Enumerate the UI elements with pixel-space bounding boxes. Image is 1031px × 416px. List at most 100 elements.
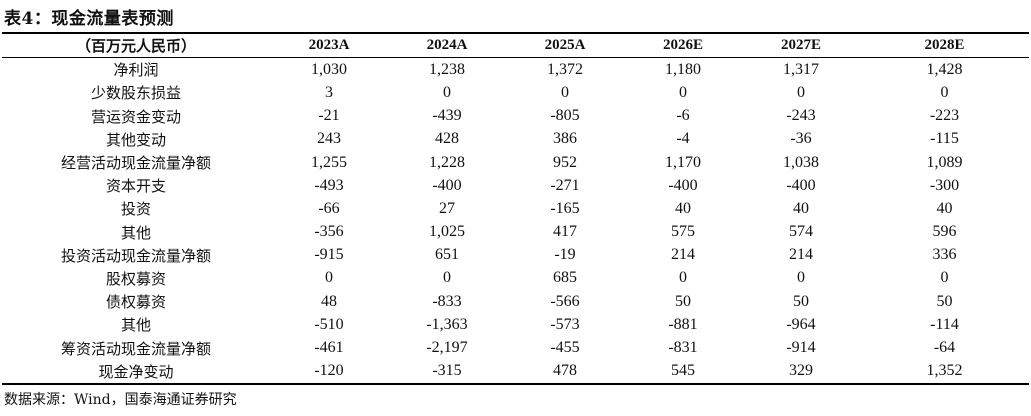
cell-value: -461 bbox=[314, 339, 344, 357]
cell-value: -400 bbox=[786, 176, 816, 194]
cell-value: -6 bbox=[676, 107, 690, 125]
row-label: 经营活动现金流量净额 bbox=[60, 154, 211, 173]
cell-value: 1,352 bbox=[926, 362, 963, 380]
cell-value: 40 bbox=[936, 199, 953, 217]
row-label: 其他 bbox=[120, 316, 151, 335]
cell-value: 952 bbox=[553, 153, 577, 171]
table-row: 其他变动 243 428 386 -4 -36 -115 bbox=[2, 128, 1029, 151]
cell-value: -243 bbox=[786, 107, 816, 125]
row-label: 净利润 bbox=[113, 61, 159, 80]
cell-value: 214 bbox=[671, 246, 695, 264]
row-label: 其他变动 bbox=[105, 130, 166, 149]
year-header: 2026E bbox=[662, 37, 703, 54]
cell-value: 329 bbox=[789, 362, 813, 380]
cell-value: 243 bbox=[317, 130, 341, 148]
row-label: 营运资金变动 bbox=[90, 107, 181, 126]
cell-value: 1,372 bbox=[547, 60, 583, 78]
cell-value: 1,038 bbox=[783, 153, 819, 171]
cell-value: 0 bbox=[679, 83, 687, 101]
table-header-row: （百万元人民币） 2023A 2024A 2025A 2026E 2027E 2… bbox=[2, 33, 1029, 58]
table-row: 筹资活动现金流量净额 -461 -2,197 -455 -831 -914 -64 bbox=[2, 336, 1029, 359]
cell-value: 1,255 bbox=[311, 153, 347, 171]
cell-value: 1,170 bbox=[665, 153, 701, 171]
cell-value: -455 bbox=[550, 339, 580, 357]
cell-value: -19 bbox=[554, 246, 576, 264]
table-row: 净利润 1,030 1,238 1,372 1,180 1,317 1,428 bbox=[2, 58, 1029, 82]
cell-value: -805 bbox=[550, 107, 580, 125]
year-header: 2025A bbox=[544, 37, 586, 54]
cell-value: 0 bbox=[443, 83, 451, 101]
cell-value: -4 bbox=[676, 130, 690, 148]
cell-value: -271 bbox=[550, 176, 580, 194]
table-row: 投资 -66 27 -165 40 40 40 bbox=[2, 197, 1029, 220]
cell-value: 1,025 bbox=[429, 223, 465, 241]
cell-value: -114 bbox=[930, 315, 959, 333]
year-header: 2028E bbox=[924, 37, 965, 54]
cell-value: -21 bbox=[318, 107, 340, 125]
table-row: 其他 -510 -1,363 -573 -881 -964 -114 bbox=[2, 313, 1029, 336]
row-label: 资本开支 bbox=[105, 177, 166, 196]
table-row: 营运资金变动 -21 -439 -805 -6 -243 -223 bbox=[2, 105, 1029, 128]
cell-value: -915 bbox=[314, 246, 344, 264]
cell-value: 478 bbox=[553, 362, 577, 380]
cell-value: -439 bbox=[432, 107, 462, 125]
cell-value: 50 bbox=[936, 292, 953, 310]
cell-value: -510 bbox=[314, 315, 344, 333]
cell-value: -223 bbox=[929, 107, 960, 125]
cell-value: -115 bbox=[930, 130, 959, 148]
cell-value: -300 bbox=[929, 176, 960, 194]
cell-value: 50 bbox=[793, 292, 809, 310]
table-row: 投资活动现金流量净额 -915 651 -19 214 214 336 bbox=[2, 244, 1029, 267]
cell-value: -493 bbox=[314, 176, 344, 194]
cell-value: 1,089 bbox=[926, 153, 963, 171]
cell-value: 651 bbox=[435, 246, 459, 264]
cell-value: 1,428 bbox=[926, 60, 963, 78]
cell-value: -833 bbox=[432, 292, 462, 310]
table-row: 债权募资 48 -833 -566 50 50 50 bbox=[2, 290, 1029, 313]
cell-value: 40 bbox=[793, 199, 809, 217]
cell-value: 0 bbox=[940, 269, 949, 287]
year-header: 2027E bbox=[780, 37, 821, 54]
cell-value: -64 bbox=[933, 339, 956, 357]
row-label: 现金净变动 bbox=[98, 362, 174, 381]
cell-value: 596 bbox=[932, 223, 957, 241]
cell-value: -400 bbox=[668, 176, 698, 194]
table-row: 资本开支 -493 -400 -271 -400 -400 -300 bbox=[2, 174, 1029, 197]
cell-value: 1,238 bbox=[429, 60, 465, 78]
row-label: 投资活动现金流量净额 bbox=[60, 246, 211, 265]
cell-value: -356 bbox=[314, 223, 344, 241]
cell-value: 50 bbox=[675, 292, 691, 310]
table-row: 现金净变动 -120 -315 478 545 329 1,352 bbox=[2, 360, 1029, 384]
cell-value: 40 bbox=[675, 199, 691, 217]
row-label: 股权募资 bbox=[105, 269, 166, 288]
cell-value: 685 bbox=[553, 269, 577, 287]
cell-value: -831 bbox=[668, 339, 698, 357]
cell-value: 386 bbox=[553, 130, 577, 148]
cell-value: 27 bbox=[439, 199, 455, 217]
cash-flow-table: （百万元人民币） 2023A 2024A 2025A 2026E 2027E 2… bbox=[2, 32, 1029, 385]
cell-value: 0 bbox=[561, 83, 569, 101]
cell-value: 417 bbox=[553, 223, 577, 241]
table-row: 少数股东损益 3 0 0 0 0 0 bbox=[2, 81, 1029, 104]
row-label: 筹资活动现金流量净额 bbox=[60, 339, 211, 358]
cell-value: 0 bbox=[443, 269, 451, 287]
cell-value: 1,030 bbox=[311, 60, 347, 78]
cell-value: 1,317 bbox=[783, 60, 819, 78]
cell-value: 1,228 bbox=[429, 153, 465, 171]
table-row: 股权募资 0 0 685 0 0 0 bbox=[2, 267, 1029, 290]
cell-value: 0 bbox=[797, 83, 805, 101]
cell-value: -573 bbox=[550, 315, 580, 333]
cell-value: -2,197 bbox=[426, 339, 468, 357]
cell-value: -964 bbox=[786, 315, 816, 333]
cell-value: -1,363 bbox=[426, 315, 468, 333]
cell-value: -881 bbox=[668, 315, 698, 333]
cell-value: 0 bbox=[940, 83, 949, 101]
table-row: 经营活动现金流量净额 1,255 1,228 952 1,170 1,038 1,089 bbox=[2, 151, 1029, 174]
table-title: 表4：现金流量表预测 bbox=[4, 9, 174, 29]
cell-value: -165 bbox=[550, 199, 580, 217]
cell-value: 48 bbox=[321, 292, 337, 310]
cell-value: -66 bbox=[318, 199, 340, 217]
cell-value: -914 bbox=[786, 339, 816, 357]
row-label: 债权募资 bbox=[105, 293, 166, 312]
